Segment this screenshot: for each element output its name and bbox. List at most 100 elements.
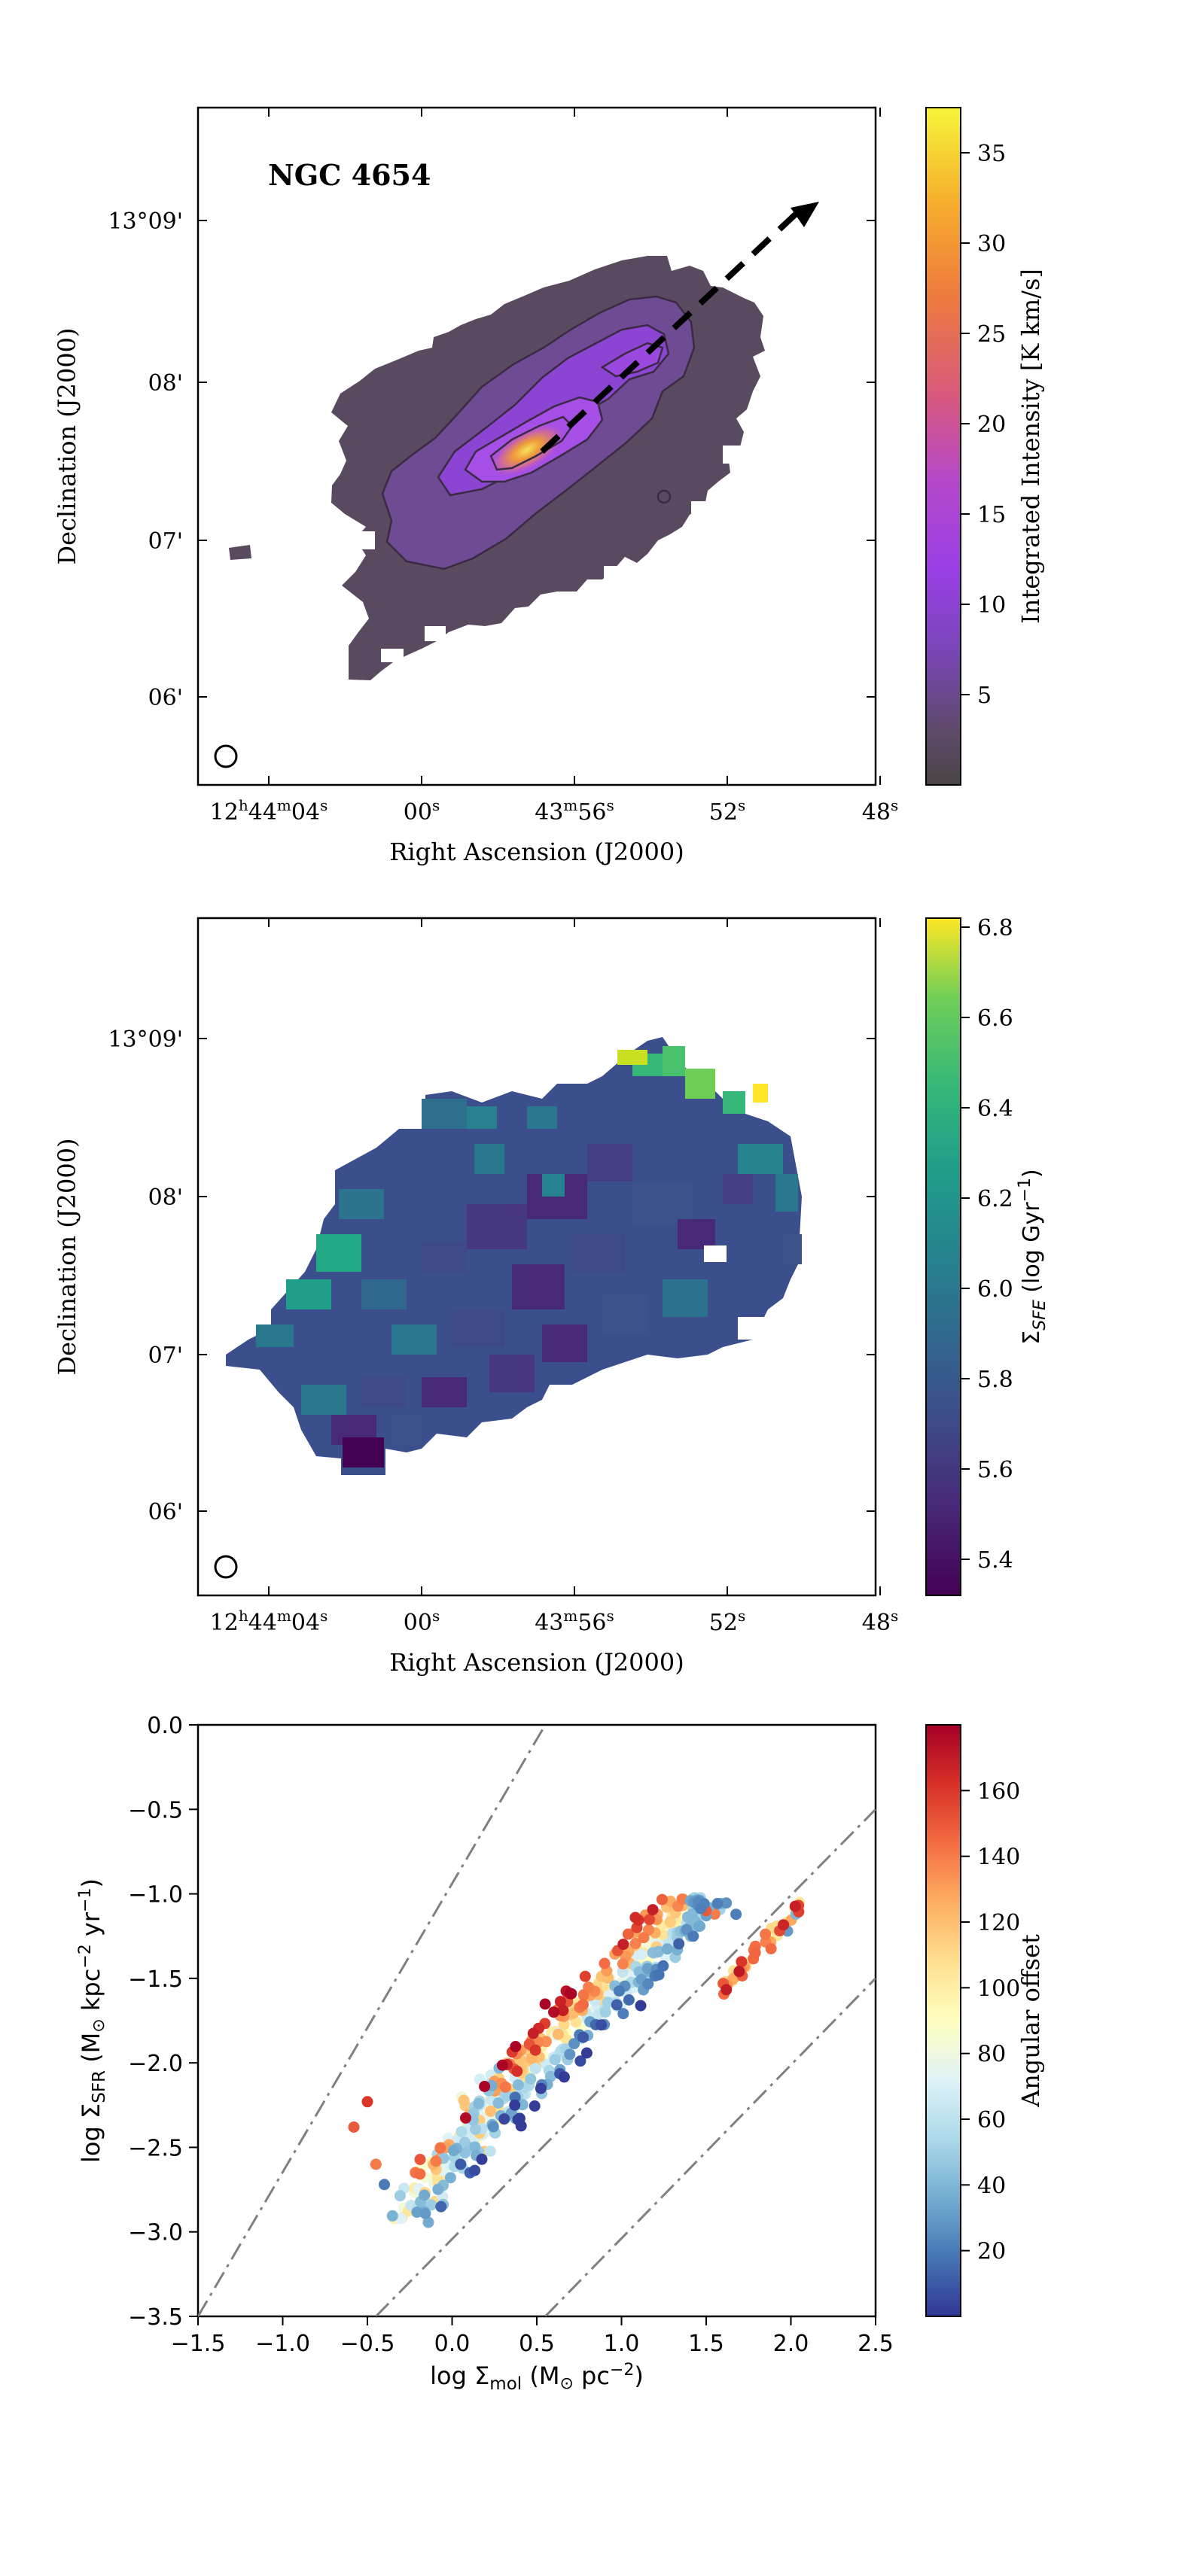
scatter-point xyxy=(676,1893,688,1905)
tick-main: 12 xyxy=(210,799,239,826)
scatter-point xyxy=(599,2006,611,2018)
x-tick-label: 52s xyxy=(709,796,745,826)
yl3-sub: SFR xyxy=(90,2070,109,2103)
scatter-point xyxy=(574,2055,586,2067)
scatter-point xyxy=(395,2213,407,2225)
y-tick-label: −3.5 xyxy=(128,2304,183,2331)
x-tick-label: 00s xyxy=(404,796,440,826)
scatter-point xyxy=(529,2044,541,2056)
scatter-point xyxy=(642,1978,654,1990)
scatter-point xyxy=(733,1966,745,1978)
reference-line xyxy=(544,1977,876,2316)
sfe-pixel-block xyxy=(467,1106,497,1129)
tick-sup: s xyxy=(891,796,898,814)
sfe-pixel-block xyxy=(422,1099,467,1129)
x-axis-label-2: Right Ascension (J2000) xyxy=(389,1648,684,1677)
scatter-point xyxy=(635,2000,647,2012)
cb2-label-sub: SFE xyxy=(1031,1300,1050,1331)
cb2-label-main: Σ xyxy=(1019,1331,1045,1345)
scatter-point xyxy=(579,1970,591,1982)
y-tick-label: −0.5 xyxy=(128,1797,183,1823)
colorbar-tick-label: 5.4 xyxy=(977,1547,1013,1574)
sfe-pixel-block xyxy=(542,1324,587,1362)
scatter-point xyxy=(653,1945,665,1957)
colorbar-tick-label: 5 xyxy=(977,683,992,709)
sfe-holes xyxy=(704,1245,768,1340)
tick-end: 52 xyxy=(709,799,738,826)
scatter-point xyxy=(661,1943,673,1955)
cb2-label-rest: (log Gyr xyxy=(1019,1202,1045,1300)
y-axis-3: 0.0 −0.5 −1.0 −1.5 −2.0 −2.5 −3.0 −3.5 xyxy=(128,1713,198,2331)
x-tick-label: −1.5 xyxy=(171,2331,226,2357)
scatter-point xyxy=(765,1943,777,1954)
colorbar-tick-label: 60 xyxy=(977,2107,1006,2133)
tick-sup: m xyxy=(277,1607,291,1625)
x-tick-label: 0.0 xyxy=(434,2331,471,2357)
scatter-point xyxy=(673,1938,685,1950)
sfe-pixel-block xyxy=(723,1091,745,1114)
scatter-point xyxy=(411,2206,423,2219)
scatter-point xyxy=(422,2216,434,2228)
colorbar-3 xyxy=(925,1724,961,2317)
colorbar-tick-label: 35 xyxy=(977,141,1006,167)
x-tick-label: 12h44m04s xyxy=(210,796,328,826)
x-tick-label: 12h44m04s xyxy=(210,1607,328,1636)
xl3-sup: −2 xyxy=(610,2361,634,2380)
direction-arrowhead xyxy=(791,202,819,227)
scatter-point xyxy=(548,2006,559,2018)
y-axis-label: Declination (J2000) xyxy=(53,327,81,564)
colorbar-tick-label: 120 xyxy=(977,1910,1020,1936)
scatter-point xyxy=(394,2190,406,2202)
scatter-point xyxy=(736,1956,748,1968)
scatter-point xyxy=(552,2028,564,2040)
xl3-d: ) xyxy=(634,2362,643,2390)
sfe-pixel-block xyxy=(753,1084,768,1102)
scatter-point xyxy=(617,1939,629,1951)
scatter-points xyxy=(348,1892,806,2228)
contour-level-4 xyxy=(489,415,574,471)
reference-lines xyxy=(198,1725,876,2316)
sfe-pixel-block xyxy=(685,1069,715,1099)
y-tick-label: −3.0 xyxy=(128,2220,183,2246)
scatter-point xyxy=(778,1919,790,1931)
tick-sup: h xyxy=(239,796,248,814)
colorbar-tick-label: 20 xyxy=(977,2239,1006,2265)
bright-core xyxy=(488,422,566,478)
sfe-pixel-block xyxy=(452,1309,504,1347)
sfe-map-base xyxy=(226,1037,802,1475)
sfe-pixel-block xyxy=(738,1144,783,1174)
scatter-point xyxy=(564,1988,576,2000)
colorbar-tick-label: 6.4 xyxy=(977,1096,1013,1122)
colorbar-3-label: Angular offset xyxy=(1016,1934,1045,2108)
yl3-a: log Σ xyxy=(77,2103,105,2163)
tick-end: 48 xyxy=(862,1610,891,1636)
scatter-point xyxy=(379,2179,390,2191)
sfe-pixel-block xyxy=(572,1234,625,1272)
tick-end: 00 xyxy=(404,799,432,826)
x-tick-label: 0.5 xyxy=(519,2331,555,2357)
scatter-point xyxy=(635,1948,647,1960)
scatter-point xyxy=(539,1998,551,2010)
scatter-point xyxy=(694,1920,705,1932)
tick-mid: 44 xyxy=(248,799,277,826)
sfe-pixel-block xyxy=(602,1294,647,1332)
colorbar-tick-label: 6.8 xyxy=(977,915,1013,941)
x-tick-label: 48s xyxy=(862,796,898,826)
scatter-point xyxy=(444,2172,456,2184)
y-tick-label: −1.0 xyxy=(128,1882,183,1908)
scatter-point xyxy=(476,2153,488,2165)
scatter-point xyxy=(622,1928,634,1940)
scatter-point xyxy=(455,2126,468,2137)
sfe-pixel-block xyxy=(391,1415,422,1445)
colorbar-tick-label: 80 xyxy=(977,2042,1006,2068)
scatter-point xyxy=(430,2155,442,2167)
scatter-point xyxy=(617,1958,629,1970)
scatter-point xyxy=(510,2041,522,2052)
scatter-point xyxy=(485,2105,496,2117)
scatter-point xyxy=(557,2005,569,2016)
sfe-pixel-block xyxy=(361,1279,407,1309)
y-axis: 13°09' 08' 07' 06' xyxy=(108,208,876,711)
sfe-pixel-block xyxy=(391,1324,437,1355)
tick-end: 04 xyxy=(291,799,320,826)
